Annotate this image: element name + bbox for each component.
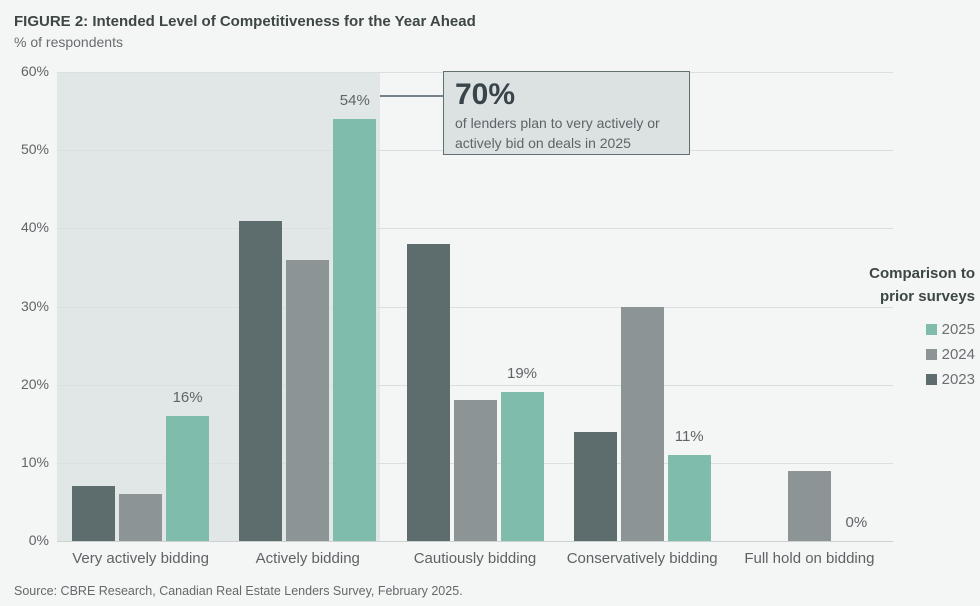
- legend-item-label: 2024: [941, 345, 975, 363]
- figure-subtitle: % of respondents: [14, 34, 123, 50]
- x-axis-label-full-hold-on-bidding: Full hold on bidding: [744, 550, 875, 567]
- bar-2025-very-actively-bidding: [166, 415, 210, 541]
- bar-2024-cautiously-bidding: [453, 400, 497, 541]
- bar-2023-actively-bidding: [239, 220, 283, 541]
- legend-swatch-2024: [925, 348, 937, 360]
- x-axis-label-actively-bidding: Actively bidding: [255, 550, 360, 567]
- bar-2025-actively-bidding: [333, 118, 377, 541]
- y-axis-tick-label: 20%: [20, 375, 49, 392]
- bar-value-label: 11%: [674, 428, 704, 446]
- x-axis-label-cautiously-bidding: Cautiously bidding: [413, 550, 537, 567]
- y-axis-tick-label: 50%: [20, 141, 49, 158]
- gridline-20%: [57, 384, 893, 386]
- bar-2024-actively-bidding: [286, 259, 330, 541]
- x-axis-label-conservatively-bidding: Conservatively bidding: [566, 550, 718, 567]
- legend-item-2023: 2023: [795, 367, 975, 392]
- legend-item-2024: 2024: [795, 342, 975, 367]
- bar-2024-conservatively-bidding: [620, 306, 664, 541]
- bar-2023-conservatively-bidding: [573, 431, 617, 541]
- y-axis-tick-label: 40%: [20, 219, 49, 236]
- bar-2023-cautiously-bidding: [406, 243, 450, 541]
- bar-2024-very-actively-bidding: [119, 494, 163, 541]
- y-axis-tick-label: 0%: [28, 532, 49, 548]
- bar-2023-very-actively-bidding: [72, 486, 116, 541]
- y-axis-tick-label: 30%: [20, 297, 49, 314]
- legend-item-label: 2025: [941, 320, 975, 338]
- callout-text-line2: actively bid on deals in 2025: [455, 135, 631, 152]
- bar-2025-conservatively-bidding: [667, 455, 711, 541]
- bar-value-label: 54%: [339, 91, 370, 109]
- gridline-0%: [57, 541, 893, 542]
- gridline-30%: [57, 306, 893, 308]
- gridline-40%: [57, 228, 893, 230]
- bar-2025-cautiously-bidding: [500, 392, 544, 541]
- callout-headline: 70%: [455, 78, 516, 111]
- legend-title-line1: Comparison to: [869, 265, 975, 282]
- source-note: Source: CBRE Research, Canadian Real Est…: [14, 584, 463, 598]
- bar-value-label: 0%: [845, 514, 868, 531]
- legend-item-2025: 2025: [795, 317, 975, 342]
- figure-title: FIGURE 2: Intended Level of Competitiven…: [14, 13, 476, 30]
- legend-swatch-2025: [925, 323, 937, 335]
- bar-value-label: 19%: [506, 365, 538, 383]
- x-axis-label-very-actively-bidding: Very actively bidding: [72, 550, 209, 567]
- legend-title: Comparison to prior surveys: [795, 262, 975, 309]
- legend-title-line2: prior surveys: [879, 288, 975, 306]
- legend-swatch-2023: [925, 373, 937, 385]
- callout-leader-line: [380, 95, 443, 97]
- callout-box: 70% of lenders plan to very actively or …: [443, 71, 690, 155]
- bar-value-label: 16%: [172, 388, 203, 406]
- legend-item-label: 2023: [941, 370, 975, 388]
- legend: Comparison to prior surveys 2025 2024 2023: [795, 262, 975, 392]
- y-axis-tick-label: 10%: [20, 453, 49, 470]
- bar-2024-full-hold-on-bidding: [787, 470, 831, 541]
- legend-items: 2025 2024 2023: [795, 317, 975, 392]
- callout-text-line1: of lenders plan to very actively or: [455, 115, 660, 131]
- y-axis-tick-label: 60%: [20, 63, 49, 79]
